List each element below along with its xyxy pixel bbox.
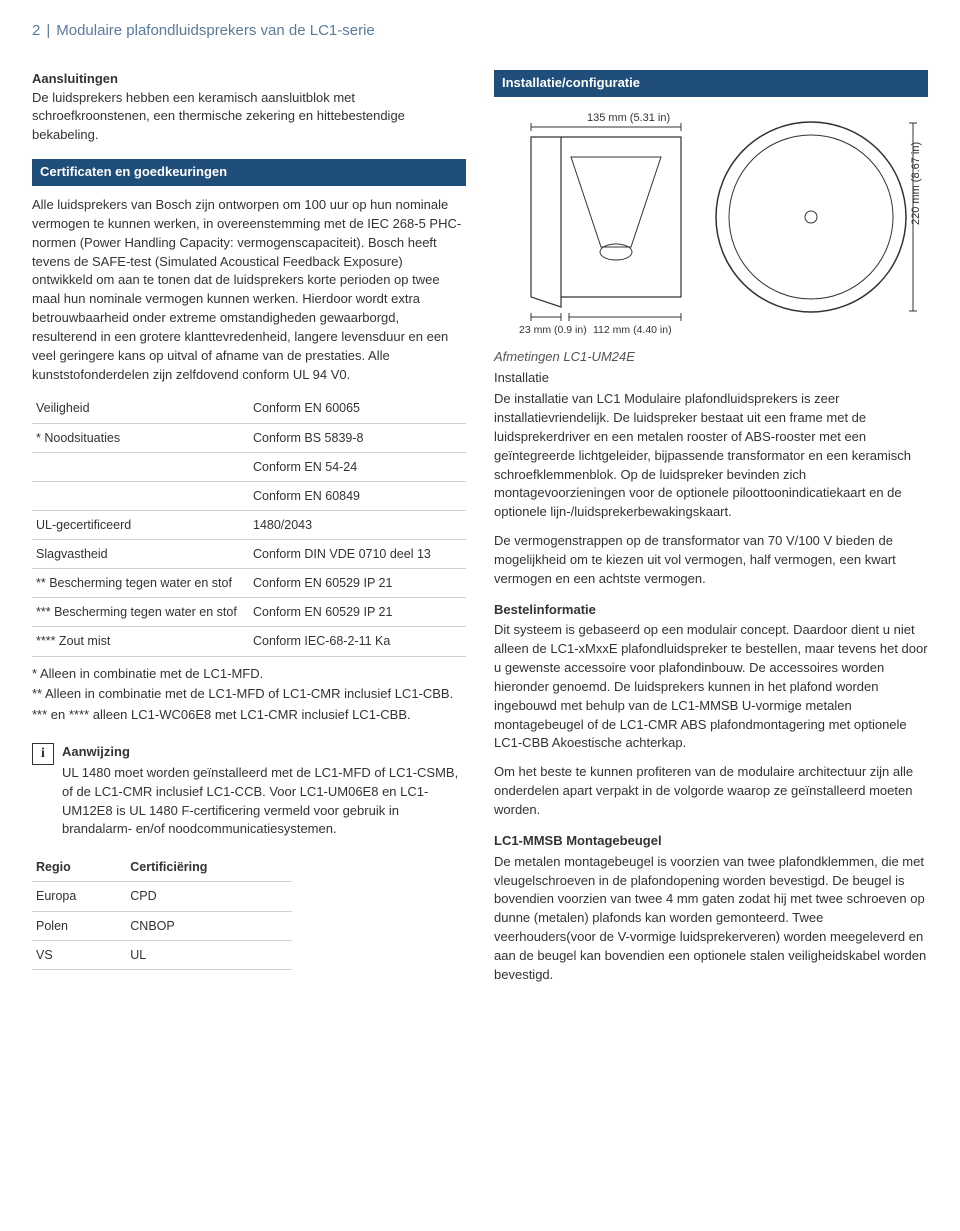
info-box: i Aanwijzing UL 1480 moet worden geïnsta… [32,743,466,839]
table-row: *** Bescherming tegen water en stofConfo… [32,598,466,627]
spec-label [32,452,249,481]
region-header-1: Regio [32,853,126,882]
spec-value: Conform EN 60529 IP 21 [249,569,466,598]
installatie-body-2: De vermogenstrappen op de transformator … [494,532,928,589]
bestelinformatie-body-2: Om het beste te kunnen profiteren van de… [494,763,928,820]
note-3: *** en **** alleen LC1-WC06E8 met LC1-CM… [32,706,466,725]
bestelinformatie-heading: Bestelinformatie [494,601,928,620]
region-cell: VS [32,940,126,969]
spec-value: Conform BS 5839-8 [249,423,466,452]
spec-label: * Noodsituaties [32,423,249,452]
spec-label: UL-gecertificeerd [32,510,249,539]
installatie-heading: Installatie [494,370,549,385]
cert-cell: UL [126,940,292,969]
installatie-bar: Installatie/configuratie [494,70,928,97]
header-separator: | [46,20,50,42]
mmsb-body: De metalen montagebeugel is voorzien van… [494,853,928,985]
table-row: * NoodsituatiesConform BS 5839-8 [32,423,466,452]
info-icon: i [32,743,54,765]
spec-value: Conform DIN VDE 0710 deel 13 [249,540,466,569]
svg-text:112 mm (4.40 in): 112 mm (4.40 in) [593,324,672,336]
aansluitingen-body: De luidsprekers hebben een keramisch aan… [32,90,405,143]
aansluitingen-title: Aansluitingen [32,71,118,86]
bestelinformatie-body: Dit systeem is gebaseerd op een modulair… [494,621,928,753]
spec-label: Veiligheid [32,394,249,423]
info-heading: Aanwijzing [62,743,466,762]
region-cell: Europa [32,882,126,911]
region-table: Regio Certificiëring EuropaCPDPolenCNBOP… [32,853,292,970]
installatie-body: De installatie van LC1 Modulaire plafond… [494,390,928,522]
table-row: SlagvastheidConform DIN VDE 0710 deel 13 [32,540,466,569]
table-row: **** Zout mistConform IEC-68-2-11 Ka [32,627,466,656]
certificaten-body: Alle luidsprekers van Bosch zijn ontworp… [32,196,466,384]
spec-value: Conform EN 54-24 [249,452,466,481]
table-row: ** Bescherming tegen water en stofConfor… [32,569,466,598]
table-row: VeiligheidConform EN 60065 [32,394,466,423]
table-row: EuropaCPD [32,882,292,911]
svg-text:220 mm (8.67 in): 220 mm (8.67 in) [910,141,922,224]
table-row: PolenCNBOP [32,911,292,940]
note-1: * Alleen in combinatie met de LC1-MFD. [32,665,466,684]
table-row: VSUL [32,940,292,969]
left-column: Aansluitingen De luidsprekers hebben een… [32,70,466,995]
spec-label: **** Zout mist [32,627,249,656]
spec-label: *** Bescherming tegen water en stof [32,598,249,627]
spec-value: Conform EN 60065 [249,394,466,423]
spec-value: Conform EN 60849 [249,481,466,510]
page-number: 2 [32,20,40,42]
page-title: Modulaire plafondluidsprekers van de LC1… [56,20,375,42]
spec-label: Slagvastheid [32,540,249,569]
mmsb-heading: LC1-MMSB Montagebeugel [494,832,928,851]
right-column: Installatie/configuratie 135 mm (5.31 in… [494,70,928,995]
table-row: Conform EN 60849 [32,481,466,510]
spec-value: 1480/2043 [249,510,466,539]
spec-table: VeiligheidConform EN 60065* Noodsituatie… [32,394,466,656]
cert-cell: CNBOP [126,911,292,940]
dim-top-label: 135 mm (5.31 in) [587,112,670,124]
region-header-2: Certificiëring [126,853,292,882]
note-2: ** Alleen in combinatie met de LC1-MFD o… [32,685,466,704]
spec-value: Conform IEC-68-2-11 Ka [249,627,466,656]
table-row: Conform EN 54-24 [32,452,466,481]
region-cell: Polen [32,911,126,940]
certificaten-bar: Certificaten en goedkeuringen [32,159,466,186]
cert-cell: CPD [126,882,292,911]
spec-value: Conform EN 60529 IP 21 [249,598,466,627]
svg-text:23 mm (0.9 in): 23 mm (0.9 in) [519,324,587,336]
diagram-caption: Afmetingen LC1-UM24E [494,348,928,367]
spec-label: ** Bescherming tegen water en stof [32,569,249,598]
info-body: UL 1480 moet worden geïnstalleerd met de… [62,764,466,839]
table-row: UL-gecertificeerd1480/2043 [32,510,466,539]
spec-label [32,481,249,510]
page-header: 2 | Modulaire plafondluidsprekers van de… [32,20,928,42]
dimensions-diagram: 135 mm (5.31 in) 220 mm (8.67 in) [494,107,928,343]
